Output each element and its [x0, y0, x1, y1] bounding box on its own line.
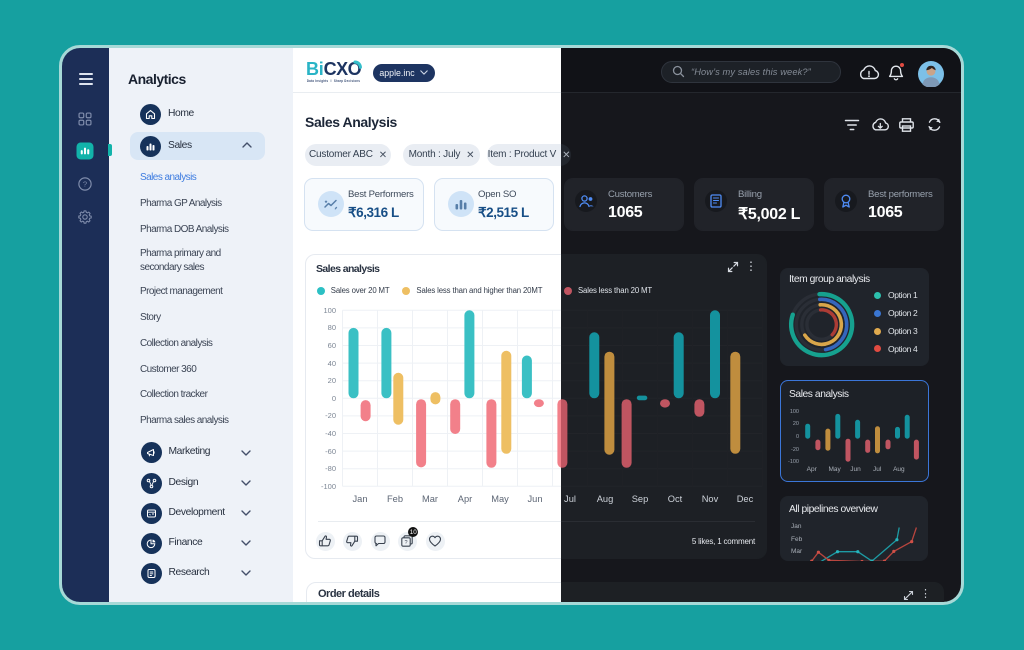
svg-text:?: ?	[83, 180, 87, 189]
svg-text:?: ?	[404, 540, 407, 546]
